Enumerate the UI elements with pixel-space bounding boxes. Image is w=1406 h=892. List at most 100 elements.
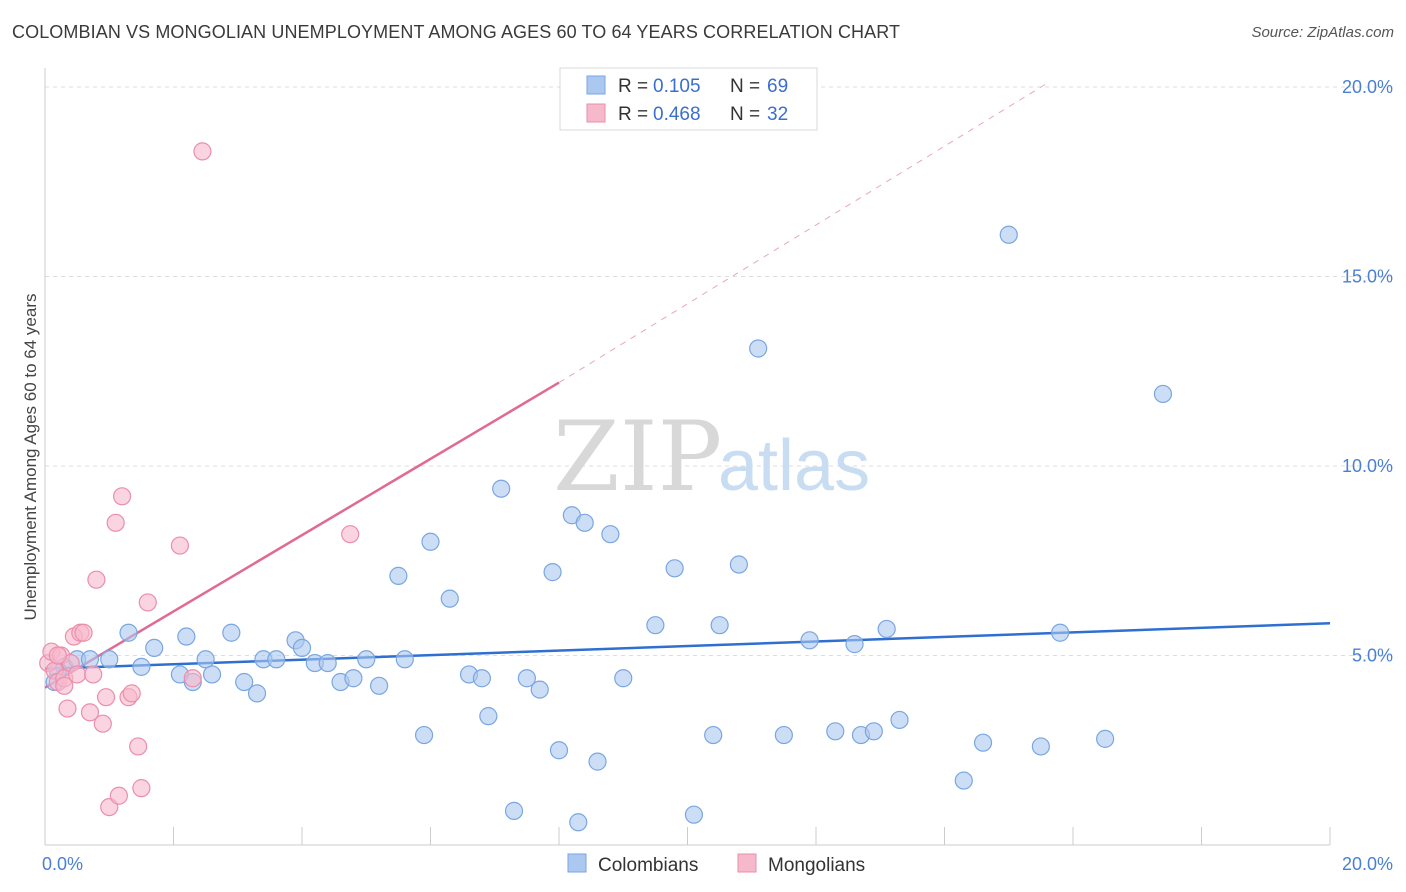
point-colombians-47 [665,559,684,578]
y-axis-label: Unemployment Among Ages 60 to 64 years [21,294,40,621]
point-colombians-13 [222,623,241,642]
point-colombians-43 [588,752,607,771]
point-colombians-36 [517,669,536,688]
source-label: Source: ZipAtlas.com [1251,24,1394,41]
point-colombians-65 [1051,623,1070,642]
point-colombians-50 [710,616,729,635]
point-colombians-45 [614,669,633,688]
point-colombians-29 [421,532,440,551]
legend-n-label-0: N = [730,76,760,97]
point-mongolians-20 [112,487,132,506]
point-colombians-46 [646,616,665,635]
point-colombians-11 [196,650,215,669]
point-colombians-37 [530,680,549,699]
point-mongolians-11 [74,623,93,642]
y-tick-label-1: 10.0% [1342,456,1393,476]
x-tick-label-0: 0.0% [42,854,83,874]
point-colombians-42 [575,513,594,532]
grid-lines [45,86,1392,656]
point-colombians-55 [826,722,845,741]
point-colombians-15 [247,684,267,703]
point-colombians-62 [973,733,993,752]
data-points [39,142,1173,832]
point-colombians-66 [1096,729,1115,748]
point-colombians-53 [774,725,793,745]
point-colombians-52 [749,339,768,358]
point-colombians-67 [1153,384,1173,404]
legend-r-value-0: 0.105 [653,76,701,97]
point-colombians-41 [569,813,588,832]
watermark-zip: ZIP [553,401,722,513]
point-colombians-8 [177,627,196,646]
point-mongolians-12 [80,703,100,722]
point-mongolians-23 [129,737,148,756]
point-mongolians-14 [87,570,106,589]
point-colombians-39 [549,741,569,760]
point-colombians-64 [1031,737,1050,756]
point-mongolians-19 [109,786,128,805]
trend-lines [44,82,1331,689]
point-colombians-51 [729,555,749,574]
point-colombians-6 [119,623,138,642]
point-mongolians-22 [122,684,141,703]
x-tick-labels: 0.0% 20.0% [42,854,1393,874]
legend-n-value-0: 69 [767,76,788,97]
point-mongolians-28 [193,142,212,161]
point-colombians-59 [877,619,896,639]
legend-bottom-swatch-mongolians [737,853,757,873]
legend-bottom-swatch-colombians [567,853,587,873]
point-colombians-49 [704,725,723,745]
legend-n-label-1: N = [730,104,760,125]
point-colombians-32 [472,669,491,688]
point-colombians-19 [292,638,312,658]
point-colombians-58 [864,722,883,741]
point-mongolians-26 [170,536,190,555]
legend-swatch-colombians [586,75,606,95]
point-colombians-25 [370,676,389,695]
point-colombians-33 [479,707,498,726]
point-mongolians-25 [138,593,157,612]
point-mongolians-30 [48,646,67,665]
point-colombians-24 [357,650,376,669]
point-colombians-17 [267,650,286,669]
point-colombians-27 [395,650,414,669]
point-colombians-35 [504,801,524,820]
x-ticks [44,827,1331,845]
watermark-atlas: atlas [718,426,870,506]
legend-n-value-1: 32 [767,104,788,125]
point-colombians-30 [440,589,459,608]
legend-bottom: Colombians Mongolians [567,853,865,876]
point-colombians-5 [132,657,151,676]
point-colombians-12 [202,665,222,684]
point-colombians-23 [344,669,363,688]
point-colombians-63 [999,225,1018,244]
point-colombians-56 [845,635,864,654]
point-colombians-38 [543,563,562,582]
point-colombians-14 [235,672,254,692]
point-colombians-4 [100,650,119,669]
point-mongolians-27 [183,669,202,688]
x-tick-label-1: 20.0% [1342,854,1393,874]
legend-top: R = 0.105 N = 69 R = 0.468 N = 32 [559,67,818,131]
legend-bottom-label-mongolians: Mongolians [768,855,865,876]
point-mongolians-6 [58,699,77,718]
point-colombians-44 [601,525,620,544]
point-mongolians-16 [96,688,116,707]
point-colombians-28 [414,725,434,745]
point-colombians-26 [389,566,408,585]
point-colombians-7 [145,638,164,658]
y-tick-label-0: 5.0% [1352,645,1393,665]
point-colombians-60 [890,710,909,730]
point-mongolians-31 [55,676,74,695]
point-colombians-34 [492,479,511,498]
y-tick-label-3: 20.0% [1342,77,1393,97]
y-tick-label-2: 15.0% [1342,266,1393,286]
watermark: ZIP atlas [553,401,870,513]
point-mongolians-13 [84,665,103,684]
point-colombians-21 [318,653,337,673]
point-mongolians-18 [106,513,125,532]
point-colombians-61 [954,771,973,790]
chart-title: COLOMBIAN VS MONGOLIAN UNEMPLOYMENT AMON… [12,22,901,42]
legend-bottom-label-colombians: Colombians [598,855,698,876]
